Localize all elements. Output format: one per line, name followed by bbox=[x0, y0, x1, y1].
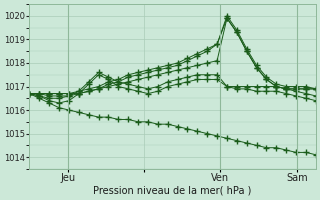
X-axis label: Pression niveau de la mer( hPa ): Pression niveau de la mer( hPa ) bbox=[93, 186, 252, 196]
